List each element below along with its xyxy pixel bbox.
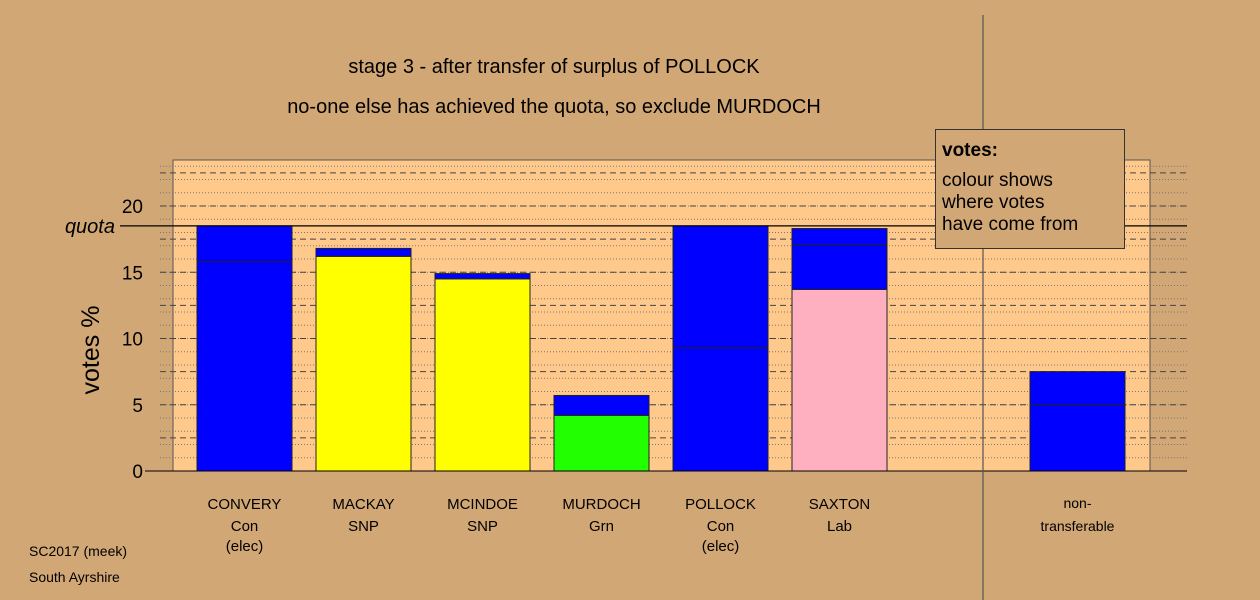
y-tick-label: 20 xyxy=(122,197,143,218)
bar-mcindoe-segment xyxy=(434,273,531,280)
candidate-status-label: (elec) xyxy=(702,538,740,555)
y-tick-label: 15 xyxy=(122,263,143,284)
candidate-party-label: SNP xyxy=(467,518,498,535)
bar-nontransferable-segment xyxy=(1029,371,1126,406)
y-axis-label: votes % xyxy=(77,306,105,395)
candidate-party-label: Con xyxy=(231,518,259,535)
bar-saxton-segment xyxy=(791,228,888,245)
candidate-party-label: Grn xyxy=(589,518,614,535)
bar-murdoch-segment xyxy=(553,414,650,472)
chart-subtitle: no-one else has achieved the quota, so e… xyxy=(287,96,821,118)
bar-convery-segment xyxy=(196,225,293,263)
candidate-party-label: Con xyxy=(707,518,735,535)
bar-murdoch-segment xyxy=(553,394,650,416)
bar-saxton-segment xyxy=(791,288,888,472)
candidate-name-label: SAXTON xyxy=(809,496,870,513)
footer-election: SC2017 (meek) xyxy=(29,543,128,559)
bar-mackay-segment xyxy=(315,255,412,472)
bar-pollock-segment xyxy=(672,225,769,349)
candidate-name-label: POLLOCK xyxy=(685,496,756,513)
legend-title: votes: xyxy=(942,140,998,161)
bar-saxton-segment xyxy=(791,243,888,290)
bar-convery-segment xyxy=(196,261,293,472)
nontransferable-label: non- xyxy=(1063,495,1091,511)
chart-title: stage 3 - after transfer of surplus of P… xyxy=(348,56,760,78)
candidate-name-label: MACKAY xyxy=(332,496,394,513)
bar-mackay-segment xyxy=(315,247,412,257)
y-tick-label: 10 xyxy=(122,330,143,351)
footer-council: South Ayrshire xyxy=(29,569,120,585)
legend-line: colour shows xyxy=(942,170,1053,191)
candidate-status-label: (elec) xyxy=(226,538,264,555)
legend-line: have come from xyxy=(942,214,1079,235)
legend-line: where votes xyxy=(942,192,1045,213)
bar-pollock-segment xyxy=(672,347,769,472)
bar-mcindoe-segment xyxy=(434,278,531,472)
candidate-party-label: SNP xyxy=(348,518,379,535)
candidate-name-label: MCINDOE xyxy=(447,496,518,513)
legend: votes: colour shows where votes have com… xyxy=(935,129,1125,249)
candidate-party-label: Lab xyxy=(827,518,852,535)
candidate-name-label: CONVERY xyxy=(208,496,282,513)
quota-label: quota xyxy=(65,216,115,238)
y-tick-label: 0 xyxy=(132,462,143,483)
y-tick-label: 5 xyxy=(132,396,143,417)
candidate-name-label: MURDOCH xyxy=(562,496,640,513)
nontransferable-label: transferable xyxy=(1041,518,1115,534)
bar-nontransferable-segment xyxy=(1029,404,1126,472)
